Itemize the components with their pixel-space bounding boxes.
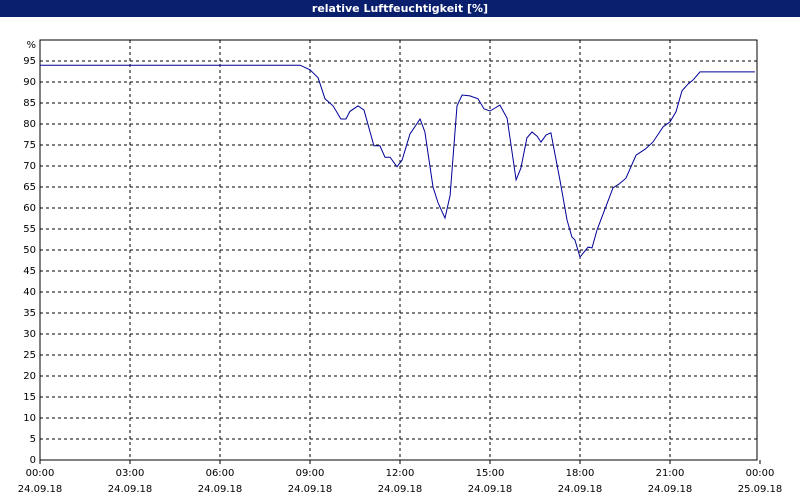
title-bar: [0, 0, 800, 17]
y-tick-label: 55: [23, 224, 36, 235]
y-tick-label: 15: [23, 392, 36, 403]
x-tick-label: 15:00: [476, 468, 505, 479]
y-tick-label: 25: [23, 350, 36, 361]
x-tick-date: 25.09.18: [738, 484, 783, 495]
y-tick-label: 50: [23, 245, 36, 256]
y-tick-label: 20: [23, 371, 36, 382]
x-tick-label: 18:00: [566, 468, 595, 479]
y-tick-label: 30: [23, 329, 36, 340]
x-tick-label: 09:00: [296, 468, 325, 479]
x-tick-date: 24.09.18: [648, 484, 693, 495]
x-tick-label: 12:00: [386, 468, 415, 479]
y-tick-label: 85: [23, 98, 36, 109]
x-tick-date: 24.09.18: [558, 484, 603, 495]
x-tick-date: 24.09.18: [198, 484, 243, 495]
x-tick-label: 03:00: [116, 468, 145, 479]
plot-border: [39, 39, 758, 461]
x-tick-label: 00:00: [26, 468, 55, 479]
chart-title: relative Luftfeuchtigkeit [%]: [312, 2, 488, 15]
x-tick-date: 24.09.18: [288, 484, 333, 495]
y-tick-label: 40: [23, 287, 36, 298]
y-tick-label: 35: [23, 308, 36, 319]
y-tick-label: 95: [23, 56, 36, 67]
x-tick-label: 06:00: [206, 468, 235, 479]
x-tick-label: 21:00: [656, 468, 685, 479]
y-tick-label: 75: [23, 140, 36, 151]
y-tick-label: 65: [23, 182, 36, 193]
y-tick-label: 90: [23, 77, 36, 88]
x-tick-date: 24.09.18: [468, 484, 513, 495]
y-axis-label: %: [26, 40, 36, 51]
x-tick-date: 24.09.18: [18, 484, 63, 495]
y-tick-label: 0: [30, 455, 36, 466]
y-tick-label: 10: [23, 413, 36, 424]
y-tick-label: 60: [23, 203, 36, 214]
x-tick-date: 24.09.18: [108, 484, 153, 495]
x-tick-date: 24.09.18: [378, 484, 423, 495]
data-line: [40, 64, 755, 259]
y-tick-label: 45: [23, 266, 36, 277]
y-tick-label: 5: [30, 434, 36, 445]
y-tick-label: 80: [23, 119, 36, 130]
x-tick-label: 00:00: [746, 468, 775, 479]
y-tick-label: 70: [23, 161, 36, 172]
